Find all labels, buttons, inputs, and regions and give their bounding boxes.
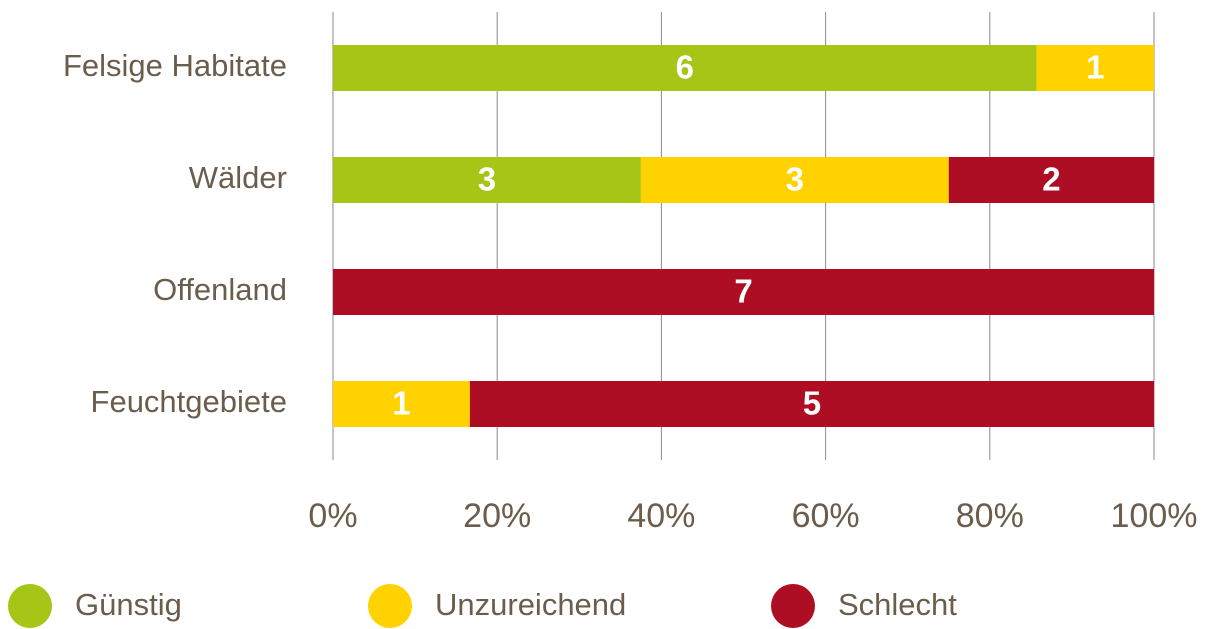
data-label: 2 <box>1042 161 1060 198</box>
y-tick-label: Offenland <box>153 272 287 307</box>
x-tick-label: 0% <box>308 497 357 535</box>
bar-segment <box>469 381 1154 427</box>
legend-swatch <box>368 584 412 628</box>
y-tick-label: Wälder <box>189 160 287 195</box>
bar-segment <box>333 269 1154 315</box>
bar-segment <box>333 157 641 203</box>
bar-segment <box>333 381 470 427</box>
data-label: 3 <box>478 161 496 198</box>
bar-segment <box>1036 45 1154 91</box>
x-tick-label: 80% <box>956 497 1024 535</box>
x-tick-label: 60% <box>792 497 860 535</box>
data-label: 1 <box>392 385 410 422</box>
y-tick-label: Feuchtgebiete <box>91 384 287 419</box>
bar-segment <box>948 157 1154 203</box>
bar-segment <box>333 45 1037 91</box>
x-tick-label: 100% <box>1111 497 1198 535</box>
legend-label: Unzureichend <box>435 587 626 622</box>
data-label: 6 <box>676 49 694 86</box>
data-label: 5 <box>803 385 821 422</box>
legend-swatch <box>771 584 815 628</box>
legend-label: Schlecht <box>838 587 957 622</box>
data-label: 3 <box>786 161 804 198</box>
data-label: 7 <box>734 273 752 310</box>
data-label: 1 <box>1086 49 1104 86</box>
bar-segment <box>640 157 949 203</box>
legend-swatch <box>8 584 52 628</box>
y-tick-label: Felsige Habitate <box>63 48 287 83</box>
x-tick-label: 20% <box>463 497 531 535</box>
legend-label: Günstig <box>75 587 182 622</box>
x-tick-label: 40% <box>627 497 695 535</box>
